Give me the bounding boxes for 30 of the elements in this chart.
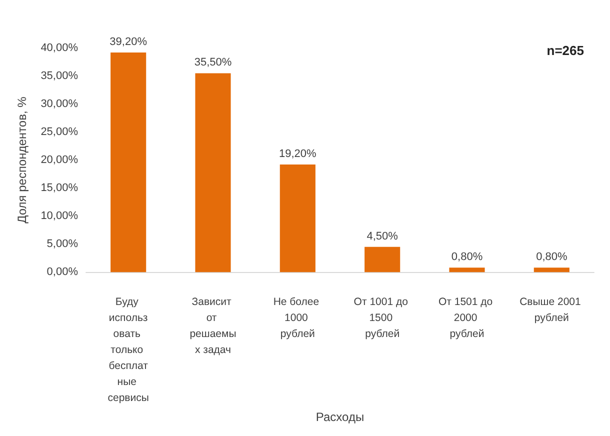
data-label: 35,50% [194, 56, 232, 69]
y-tick-label: 20,00% [40, 154, 78, 166]
bar [449, 268, 485, 272]
y-tick-label: 30,00% [40, 98, 78, 110]
y-tick-label: 10,00% [40, 210, 78, 222]
bar [195, 73, 231, 272]
data-label: 39,20% [110, 36, 148, 48]
x-tick-label: От 1001 до 1500 рублей [354, 296, 411, 340]
x-tick-label: Не более 1000 рублей [273, 296, 322, 340]
y-tick-label: 5,00% [46, 238, 78, 250]
bar [110, 52, 146, 272]
x-axis-title: Расходы [316, 410, 364, 424]
y-tick-label: 25,00% [40, 126, 78, 138]
bar [364, 246, 400, 272]
y-axis-title: Доля респондентов, % [15, 96, 29, 224]
y-tick-label: 15,00% [40, 182, 78, 194]
x-tick-label: От 1501 до 2000 рублей [438, 296, 496, 340]
data-label: 4,50% [366, 230, 398, 242]
y-tick-label: 0,00% [46, 266, 78, 278]
data-label: 0,80% [536, 251, 568, 264]
data-label: 0,80% [451, 251, 483, 264]
y-tick-label: 40,00% [40, 42, 78, 54]
x-tick-label: Зависит от решаемых задач [190, 296, 236, 356]
bar [534, 268, 570, 272]
x-tick-label: Буду использовать только бесплатные сервисы [108, 296, 149, 404]
bar [280, 164, 316, 272]
y-tick-label: 35,00% [40, 70, 78, 82]
annotation: n=265 [546, 43, 584, 58]
x-tick-label: Свыше 2001 рублей [520, 296, 584, 324]
data-label: 19,20% [279, 148, 317, 160]
